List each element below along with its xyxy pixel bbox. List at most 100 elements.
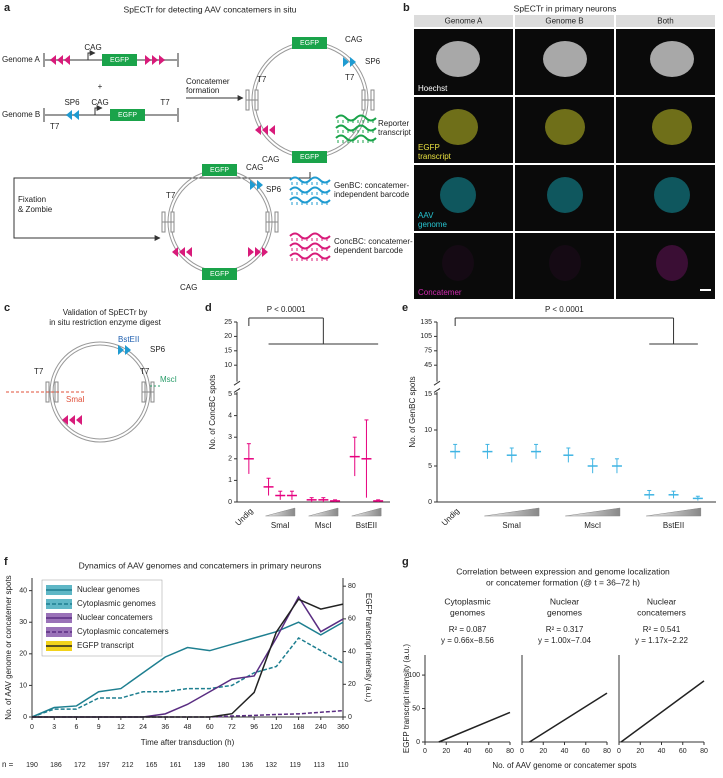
n-value: 132 xyxy=(265,762,277,769)
subplot-title: Nuclear xyxy=(550,596,579,606)
itr xyxy=(125,345,131,355)
x-tick-label: 60 xyxy=(582,748,590,755)
egfp-label: EGFP xyxy=(210,271,229,278)
x-tick-label: SmaI xyxy=(502,521,521,530)
itr xyxy=(50,55,56,65)
y-tick-label: 25 xyxy=(224,319,232,326)
y-tick-label: 0 xyxy=(23,714,27,721)
egfp-label: EGFP xyxy=(110,57,129,64)
panel-label: g xyxy=(402,556,409,568)
y-tick-label: 4 xyxy=(228,412,232,419)
enzyme-label: SmaI xyxy=(66,395,85,404)
itr xyxy=(262,125,268,135)
x-tick-label: BstEII xyxy=(663,521,684,530)
x-tick-label: SmaI xyxy=(271,521,290,530)
genome-label: Genome B xyxy=(2,110,40,119)
promoter-arrow xyxy=(94,105,103,115)
n-value: 161 xyxy=(170,762,182,769)
fit-line xyxy=(529,692,608,743)
fit-annotation: R² = 0.087 xyxy=(449,625,487,634)
fit-annotation: R² = 0.317 xyxy=(546,625,584,634)
y-axis-label: No. of ConcBC spots xyxy=(208,375,217,450)
egfp-label: EGFP xyxy=(300,40,319,47)
fit-annotation: y = 1.17x−2.22 xyxy=(635,636,688,645)
n-value: 139 xyxy=(194,762,206,769)
n-value: 197 xyxy=(98,762,110,769)
transcript-wave xyxy=(289,252,331,260)
y2-axis-label: EGFP transcript intensity (a.u.) xyxy=(364,593,373,703)
x-tick-label: 12 xyxy=(117,724,125,731)
itr xyxy=(248,247,254,257)
enzyme-label: MscI xyxy=(160,375,177,384)
x-tick-label: 80 xyxy=(506,748,514,755)
panel-label: a xyxy=(4,2,11,14)
y2-tick-label: 20 xyxy=(348,681,356,688)
subplot-title: Nuclear xyxy=(647,596,676,606)
x-tick-label: 60 xyxy=(485,748,493,755)
series-line xyxy=(32,598,344,718)
x-tick-label: 72 xyxy=(228,724,236,731)
cell-signal xyxy=(440,177,476,213)
step-label: Concatemer xyxy=(186,77,230,86)
legend-label: Cytoplasmic genomes xyxy=(77,599,156,608)
panel-label: b xyxy=(403,2,410,14)
egfp-cassette xyxy=(110,109,145,121)
x-tick-label: 48 xyxy=(184,724,192,731)
transcript-wave xyxy=(289,242,331,250)
probe-label: dependent barcode xyxy=(334,246,404,255)
transcript-wave xyxy=(289,186,331,194)
subplot-title: Cytoplasmic xyxy=(444,596,491,606)
y-tick-label: 15 xyxy=(424,391,432,398)
itr xyxy=(257,180,263,190)
y-tick-label: 40 xyxy=(19,587,27,594)
channel-label: Hoechst xyxy=(418,84,448,93)
y-tick-label: 5 xyxy=(228,391,232,398)
x-tick-label: 20 xyxy=(539,748,547,755)
n-value: 136 xyxy=(241,762,253,769)
itr xyxy=(186,247,192,257)
concentration-wedge xyxy=(351,507,382,517)
concentration-wedge xyxy=(565,507,621,517)
x-tick-label: 40 xyxy=(561,748,569,755)
subplot-title: concatemers xyxy=(637,607,686,617)
y-tick-label: 75 xyxy=(424,348,432,355)
y-tick-label: 0 xyxy=(228,499,232,506)
x-tick-label: 60 xyxy=(206,724,214,731)
y-tick-label: 10 xyxy=(19,682,27,689)
legend-label: EGFP transcript xyxy=(77,641,135,650)
concatemer-backbone xyxy=(254,44,366,156)
significance-label: P < 0.0001 xyxy=(267,305,306,314)
axis-break xyxy=(433,380,441,386)
concatemer-backbone xyxy=(170,172,270,272)
promoter-arrow xyxy=(87,50,96,60)
fit-annotation: R² = 0.541 xyxy=(643,625,681,634)
probe-label: GenBC: concatemer- xyxy=(334,181,409,190)
channel-label: genome xyxy=(418,220,447,229)
plasmid xyxy=(49,341,151,443)
panel-title: Validation of SpECTr by xyxy=(63,308,147,317)
egfp-label: EGFP xyxy=(210,167,229,174)
x-tick-label: 0 xyxy=(30,724,34,731)
panel-label: e xyxy=(402,302,408,314)
y-tick-label: 3 xyxy=(228,434,232,441)
y2-tick-label: 40 xyxy=(348,648,356,655)
y-tick-label: 30 xyxy=(19,619,27,626)
itr xyxy=(179,247,185,257)
step-label: Fixation xyxy=(18,195,46,204)
concatemer-backbone xyxy=(167,169,273,275)
transcript-label: transcript xyxy=(378,128,412,137)
promoter-label: SP6 xyxy=(150,345,166,354)
promoter-label: T7 xyxy=(257,75,267,84)
itr xyxy=(66,110,72,120)
y-tick-label: 10 xyxy=(424,427,432,434)
series-line xyxy=(31,621,344,718)
egfp-label: EGFP xyxy=(300,154,319,161)
y-tick-label: 1 xyxy=(228,477,232,484)
y2-tick-label: 80 xyxy=(348,583,356,590)
cell-signal xyxy=(442,245,474,281)
itr xyxy=(159,55,165,65)
y-tick-label: 100 xyxy=(408,672,420,679)
y-tick-label: 20 xyxy=(19,651,27,658)
egfp-cassette xyxy=(102,54,137,66)
itr xyxy=(152,55,158,65)
